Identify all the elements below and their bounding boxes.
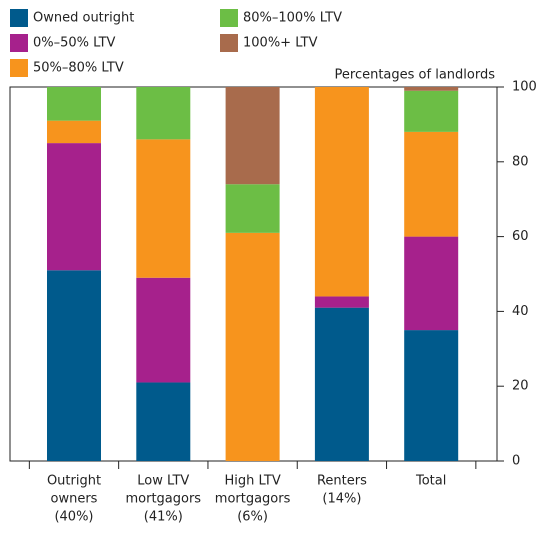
bar-segment	[225, 184, 280, 233]
legend-swatch	[220, 34, 238, 52]
bar-segment	[314, 296, 369, 308]
x-tick-label: High LTV	[224, 474, 280, 489]
y-tick-label: 0	[512, 454, 520, 469]
bar-segment	[136, 87, 191, 140]
legend-swatch	[10, 59, 28, 77]
y-tick-label: 20	[512, 379, 529, 394]
x-tick-label: Low LTV	[137, 474, 189, 489]
y-tick-label: 40	[512, 304, 529, 319]
x-tick-label: Renters	[317, 474, 367, 489]
bar-segment	[225, 232, 280, 461]
bar-segment	[47, 87, 101, 121]
bar-segment	[404, 131, 459, 237]
bar-segment	[47, 120, 101, 144]
x-tick-label: (6%)	[237, 510, 268, 525]
y-tick-label: 60	[512, 229, 529, 244]
legend-label: 0%–50% LTV	[33, 36, 116, 51]
legend-swatch	[10, 34, 28, 52]
x-tick-label: mortgagors	[215, 492, 291, 507]
bar-segment	[404, 90, 459, 132]
y-tick-label: 80	[512, 154, 529, 169]
legend-swatch	[10, 9, 28, 27]
bar-segment	[314, 87, 369, 297]
y-tick-label: 100	[512, 80, 536, 95]
x-tick-label: Total	[415, 474, 446, 489]
legend-label: Owned outright	[33, 11, 134, 26]
bar-segment	[314, 307, 369, 461]
bar-segment	[136, 277, 191, 383]
bar-segment	[136, 139, 191, 278]
x-tick-label: Outright	[47, 474, 101, 489]
bar-segment	[47, 143, 101, 271]
x-tick-label: owners	[51, 492, 98, 507]
legend-swatch	[220, 9, 238, 27]
legend-label: 80%–100% LTV	[243, 11, 342, 26]
bar-segment	[47, 270, 101, 461]
x-tick-label: (41%)	[144, 510, 183, 525]
bar-segment	[404, 330, 459, 461]
legend-label: 100%+ LTV	[243, 36, 318, 51]
bar-segment	[136, 382, 191, 461]
bar-segment	[404, 236, 459, 331]
y-axis-label: Percentages of landlords	[335, 68, 496, 83]
bar-segment	[404, 87, 459, 91]
x-tick-label: (14%)	[322, 492, 361, 507]
bar-segment	[225, 87, 280, 185]
legend-label: 50%–80% LTV	[33, 61, 124, 76]
x-tick-label: (40%)	[54, 510, 93, 525]
x-tick-label: mortgagors	[125, 492, 201, 507]
